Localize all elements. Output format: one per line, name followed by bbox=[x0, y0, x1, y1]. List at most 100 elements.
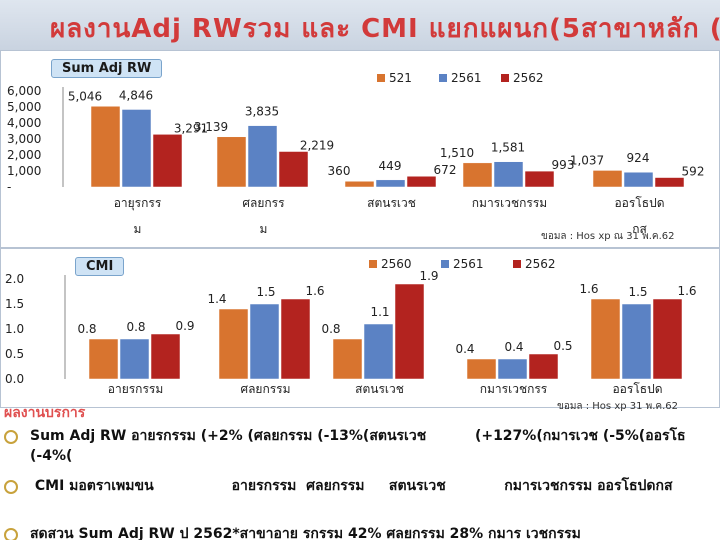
bar-data-label: 1.5 bbox=[256, 285, 275, 299]
summary-bullet: Sum Adj RW อายรกรรม (+2% (ศลยกรรม (-13%(… bbox=[4, 426, 704, 466]
bar bbox=[406, 175, 437, 188]
bar-data-label: 672 bbox=[434, 163, 457, 177]
adjrw-chart-panel: 6,000 5,000 4,000 3,000 2,000 1,000 - 521 2561 25… bbox=[0, 50, 720, 248]
bar-data-label: 2,219 bbox=[300, 138, 334, 152]
bar bbox=[344, 180, 375, 188]
y-tick-label: 1.0 bbox=[5, 322, 24, 336]
bar-data-label: 592 bbox=[682, 165, 705, 179]
bullet-icon bbox=[4, 430, 18, 444]
bar bbox=[218, 308, 249, 380]
bar bbox=[216, 136, 247, 188]
bar-data-label: 3,835 bbox=[245, 105, 279, 119]
category-label: อายุรกรร bbox=[114, 196, 162, 211]
cmi-source-note: ขอมล : Hos xp 31 พ.ค.62 bbox=[557, 401, 679, 412]
legend-swatch bbox=[369, 260, 377, 268]
y-tick-label: 1,000 bbox=[7, 164, 41, 178]
bar-data-label: 1.6 bbox=[677, 284, 696, 298]
bar-data-label: 1.1 bbox=[370, 305, 389, 319]
bar-data-label: 3,139 bbox=[194, 120, 228, 134]
summary-bullet-text: CMI มอตราเพมขน อายรกรรม ศลยกรรม สตนรเวช … bbox=[30, 478, 673, 494]
bar bbox=[394, 283, 425, 380]
legend-label: 521 bbox=[389, 71, 412, 85]
bar bbox=[249, 303, 280, 380]
y-tick-label: 5,000 bbox=[7, 100, 41, 114]
category-label: ออรโธปด bbox=[612, 382, 662, 396]
bullet-icon bbox=[4, 480, 18, 494]
bar bbox=[493, 161, 524, 188]
category-label: อายรกรรม bbox=[108, 382, 164, 396]
header-bar: ผลงานAdj RWรวม และ CMI แยกแผนก(5สาขาหลัก… bbox=[0, 0, 720, 51]
cmi-chart: 2.0 1.5 1.0 0.5 0.0 2560 2561 2562 0.8 0.8 0.9 อายร… bbox=[5, 257, 697, 422]
y-tick-label: 1.5 bbox=[5, 297, 24, 311]
category-label: ม bbox=[134, 222, 142, 236]
bar bbox=[652, 298, 683, 380]
bar-data-label: 0.8 bbox=[321, 322, 340, 336]
bar-data-label: 993 bbox=[552, 158, 575, 172]
cmi-chart-title: CMI bbox=[75, 257, 125, 276]
adjrw-chart-title: Sum Adj RW bbox=[51, 59, 163, 78]
bar bbox=[590, 298, 621, 380]
bar-data-label: 0.4 bbox=[504, 340, 523, 354]
bar bbox=[90, 106, 121, 188]
bar-data-label: 0.8 bbox=[77, 322, 96, 336]
summary-bullet-text: สดสวน Sum Adj RW ป 2562*สาขาอาย รกรรม 42… bbox=[30, 526, 581, 540]
bar bbox=[88, 338, 119, 380]
bar-data-label: 3,291 bbox=[174, 121, 208, 135]
bar-data-label: 360 bbox=[328, 164, 351, 178]
category-label: กมารเวชกรร bbox=[480, 382, 548, 396]
bar-data-label: 4,846 bbox=[119, 88, 153, 102]
legend-label: 2561 bbox=[453, 257, 484, 271]
bar bbox=[332, 338, 363, 380]
bar-data-label: 1.4 bbox=[207, 292, 226, 306]
bar-data-label: 1,510 bbox=[440, 146, 474, 160]
bar bbox=[528, 353, 559, 380]
bar-data-label: 449 bbox=[379, 159, 402, 173]
summary-bullet: CMI มอตราเพมขน อายรกรรม ศลยกรรม สตนรเวช … bbox=[4, 476, 704, 496]
bar bbox=[363, 323, 394, 380]
summary-bullet: สดสวน Sum Adj RW ป 2562*สาขาอาย รกรรม 42… bbox=[4, 524, 714, 540]
bar bbox=[524, 170, 555, 188]
legend-swatch bbox=[439, 74, 447, 82]
legend-swatch bbox=[513, 260, 521, 268]
y-tick-label: 3,000 bbox=[7, 132, 41, 146]
legend-swatch bbox=[441, 260, 449, 268]
y-tick-label: 2.0 bbox=[5, 272, 24, 286]
adjrw-chart: 6,000 5,000 4,000 3,000 2,000 1,000 - 521 2561 25… bbox=[7, 71, 705, 236]
y-tick-label: 0.0 bbox=[5, 372, 24, 386]
bar bbox=[623, 171, 654, 188]
category-label: กส bbox=[632, 222, 647, 236]
category-label: ม bbox=[260, 222, 268, 236]
category-label: สตนรเวช bbox=[367, 196, 416, 210]
legend-label: 2562 bbox=[525, 257, 556, 271]
y-tick-label: 4,000 bbox=[7, 116, 41, 130]
y-tick-label: 0.5 bbox=[5, 347, 24, 361]
bar bbox=[654, 177, 685, 188]
bar-data-label: 0.9 bbox=[175, 319, 194, 333]
bar bbox=[247, 125, 278, 188]
bar bbox=[592, 170, 623, 188]
bar bbox=[121, 109, 152, 188]
bar-data-label: 1.9 bbox=[419, 269, 438, 283]
bar bbox=[119, 338, 150, 380]
bar-data-label: 0.4 bbox=[455, 342, 474, 356]
bar-data-label: 1.5 bbox=[628, 285, 647, 299]
legend-swatch bbox=[377, 74, 385, 82]
bar bbox=[150, 333, 181, 380]
bar bbox=[497, 358, 528, 380]
cmi-chart-panel: 2.0 1.5 1.0 0.5 0.0 2560 2561 2562 0.8 0.8 0.9 อายร… bbox=[0, 248, 720, 422]
category-label: กมารเวชกรรม bbox=[472, 196, 547, 210]
y-tick-label: 6,000 bbox=[7, 84, 41, 98]
category-label: ศลยกรร bbox=[242, 196, 285, 210]
bar bbox=[152, 134, 183, 188]
bar-data-label: 5,046 bbox=[68, 89, 102, 103]
bar-data-label: 924 bbox=[627, 151, 650, 165]
category-label: สตนรเวช bbox=[355, 382, 404, 396]
bar bbox=[621, 303, 652, 380]
bar bbox=[462, 162, 493, 188]
legend-swatch bbox=[501, 74, 509, 82]
bullet-icon bbox=[4, 528, 18, 540]
bar bbox=[278, 151, 309, 188]
category-label: ออรโธปด bbox=[614, 196, 664, 210]
legend-label: 2561 bbox=[451, 71, 482, 85]
legend-label: 2562 bbox=[513, 71, 544, 85]
